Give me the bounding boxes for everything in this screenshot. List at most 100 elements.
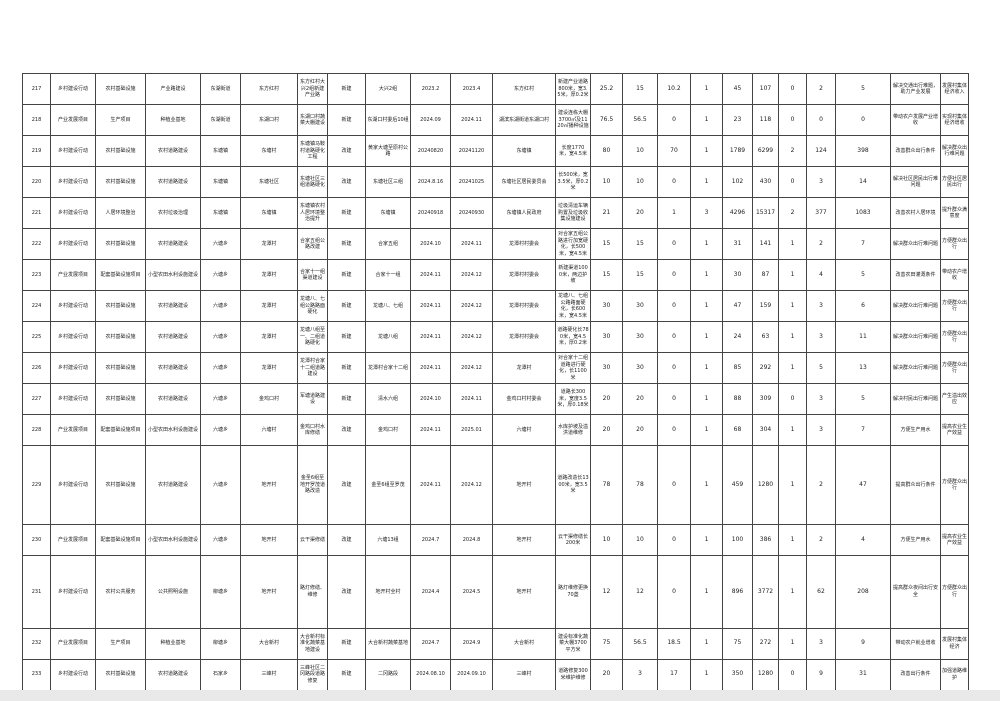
- table-cell: 农村基础设施: [95, 352, 146, 384]
- table-cell: 2024.08.10: [410, 658, 451, 691]
- table-cell: 45: [722, 73, 753, 105]
- table-cell: 合家十一组: [365, 259, 411, 291]
- table-cell: 方便群众出行: [940, 555, 969, 629]
- table-cell: 100: [722, 524, 753, 556]
- table-cell: 0: [657, 228, 691, 260]
- table-cell: 68: [722, 414, 753, 446]
- table-cell: 东湖街道: [200, 104, 241, 136]
- table-cell: 黄家大塘至原村公路: [365, 135, 411, 167]
- table-cell: 加强道路维护: [940, 658, 969, 691]
- table-cell: 东塘镇马鞍村道路硬化工程: [297, 135, 328, 167]
- table-cell: 农村道路建设: [145, 135, 201, 167]
- table-cell: 31: [722, 228, 753, 260]
- table-cell: 3: [690, 197, 723, 229]
- table-cell: 231: [22, 555, 51, 629]
- table-cell: 农村道路建设: [145, 290, 201, 322]
- table-cell: 30: [590, 321, 623, 353]
- table-cell: 15: [622, 228, 658, 260]
- table-cell: 实现村集体经济增收: [940, 104, 969, 136]
- table-cell: 11: [835, 321, 891, 353]
- table-cell: 2024.11: [450, 383, 493, 415]
- table-cell: 金圣6组至罗茂: [365, 445, 411, 525]
- table-cell: 2023.2: [410, 73, 451, 105]
- table-cell: 农村公共服务: [95, 555, 146, 629]
- table-cell: 20240820: [410, 135, 451, 167]
- table-cell: 0: [657, 414, 691, 446]
- table-cell: 带动农户发展产业增收: [890, 104, 941, 136]
- table-cell: 141: [752, 228, 779, 260]
- table-row: 224 乡村建设行动 农村基础设施 农村道路建设 六塘乡 龙潭村 龙塘八、七组公路路面硬化新…: [22, 290, 969, 322]
- table-cell: 5: [835, 259, 891, 291]
- table-cell: 0: [778, 73, 807, 105]
- table-cell: 1: [690, 104, 723, 136]
- table-cell: 农村基础设施: [95, 383, 146, 415]
- table-cell: 龙潭村: [240, 290, 298, 322]
- table-cell: 提升群众满意度: [940, 197, 969, 229]
- table-cell: 产业发展项目: [50, 414, 96, 446]
- table-cell: 金圣6组至地开罗茂道路改造: [297, 445, 328, 525]
- table-cell: 218: [22, 104, 51, 136]
- table-cell: 2024.11: [410, 259, 451, 291]
- table-cell: 2024.11: [410, 321, 451, 353]
- table-cell: 新建: [327, 383, 366, 415]
- table-cell: 新建: [327, 197, 366, 229]
- table-cell: 0: [657, 383, 691, 415]
- table-cell: 路灯维修更换70盏: [555, 555, 591, 629]
- table-cell: 1: [778, 352, 807, 384]
- table-cell: 2024.7: [410, 524, 451, 556]
- table-cell: 农村基础设施: [95, 228, 146, 260]
- table-cell: 二冈路段: [365, 658, 411, 691]
- table-cell: 带动农户就业增收: [890, 627, 941, 660]
- table-cell: 78: [622, 445, 658, 525]
- table-cell: 龙潭村: [240, 259, 298, 291]
- table-row: 222 乡村建设行动 农村基础设施 农村道路建设 六塘乡 龙潭村 合家五组公路改建 新建 合家五…: [22, 228, 969, 260]
- table-cell: 改善农田灌溉条件: [890, 259, 941, 291]
- table-cell: 56.5: [622, 104, 658, 136]
- table-cell: 提高群众出行条件: [890, 445, 941, 525]
- table-cell: 232: [22, 627, 51, 660]
- table-cell: 清水六组: [365, 383, 411, 415]
- table-cell: 304: [752, 414, 779, 446]
- table-cell: 方便社区居民出行: [940, 166, 969, 198]
- table-cell: 东塘镇人民政府: [492, 197, 556, 229]
- table-cell: 东塘镇: [200, 197, 241, 229]
- table-cell: 道路硬化长780米，宽4.5米，厚0.2米: [555, 321, 591, 353]
- table-cell: 提高群众夜间出行安全: [890, 555, 941, 629]
- table-cell: 解决群众出行难问题: [890, 352, 941, 384]
- table-cell: 220: [22, 166, 51, 198]
- table-cell: 0: [657, 524, 691, 556]
- table-cell: 乡村建设行动: [50, 555, 96, 629]
- table-cell: 龙潭村村委会: [492, 228, 556, 260]
- table-cell: 军塘道路建设: [297, 383, 328, 415]
- table-cell: 龙塘八组: [365, 321, 411, 353]
- table-cell: 227: [22, 383, 51, 415]
- table-cell: 1: [690, 321, 723, 353]
- table-cell: 17: [657, 658, 691, 691]
- table-cell: 解决群众出行难问题: [890, 228, 941, 260]
- table-cell: 85: [722, 352, 753, 384]
- table-cell: 小型农田水利设施建设: [145, 414, 201, 446]
- table-cell: 2024.10: [410, 383, 451, 415]
- table-cell: 222: [22, 228, 51, 260]
- table-cell: 1: [690, 627, 723, 660]
- table-cell: 5: [835, 73, 891, 105]
- table-cell: 新建: [327, 73, 366, 105]
- table-cell: 龙潭村合家十二组道路建设: [297, 352, 328, 384]
- table-cell: 配套基础设施项目: [95, 414, 146, 446]
- table-cell: 1: [690, 414, 723, 446]
- table-cell: 龙塘八、七组: [365, 290, 411, 322]
- table-cell: 配套基础设施项目: [95, 259, 146, 291]
- table-cell: 75: [590, 627, 623, 660]
- table-cell: 0: [778, 166, 807, 198]
- table-cell: 方便群众出行: [940, 290, 969, 322]
- table-cell: 六塘村: [240, 414, 298, 446]
- table-cell: 改建: [327, 414, 366, 446]
- table-cell: 龙塘八组至一、二组道路硬化: [297, 321, 328, 353]
- table-cell: 东湖口村: [240, 104, 298, 136]
- table-cell: 六塘乡: [200, 228, 241, 260]
- table-cell: 1: [778, 259, 807, 291]
- table-cell: 六塘村: [492, 414, 556, 446]
- table-cell: 377: [806, 197, 836, 229]
- table-cell: 农村道路建设: [145, 445, 201, 525]
- table-cell: 六塘乡: [200, 352, 241, 384]
